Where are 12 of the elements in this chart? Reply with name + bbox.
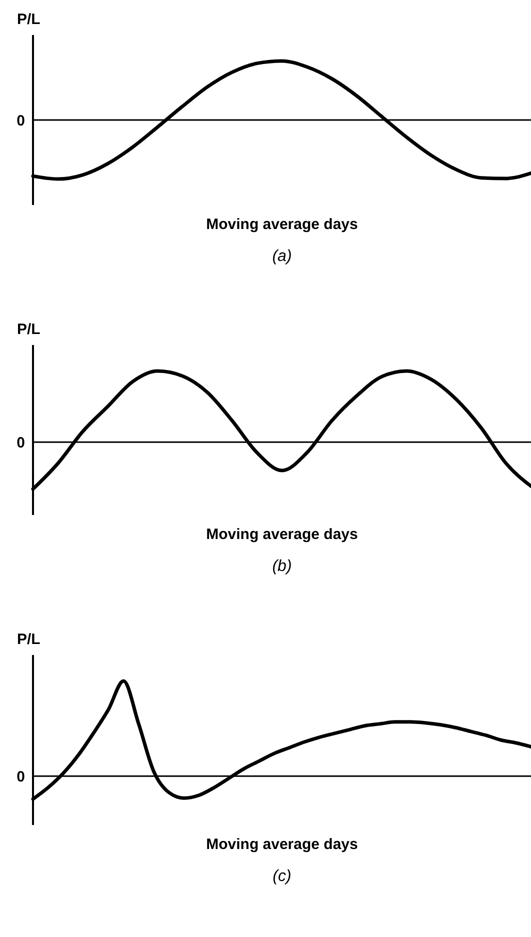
y-axis-title: P/L [17,321,40,338]
x-axis-title: Moving average days [206,836,358,853]
ref-line-label: 0 [16,112,25,130]
ref-line-label: 0 [16,768,25,786]
text: (b) [272,558,292,575]
ref-line-label: 0 [16,434,25,452]
x-axis-title: Moving average days [206,216,358,233]
y-axis-title: P/L [17,631,40,648]
text: (c) [272,868,292,885]
y-axis-title: P/L [17,11,40,28]
x-axis-title: Moving average days [206,526,358,543]
text: (a) [272,248,292,265]
